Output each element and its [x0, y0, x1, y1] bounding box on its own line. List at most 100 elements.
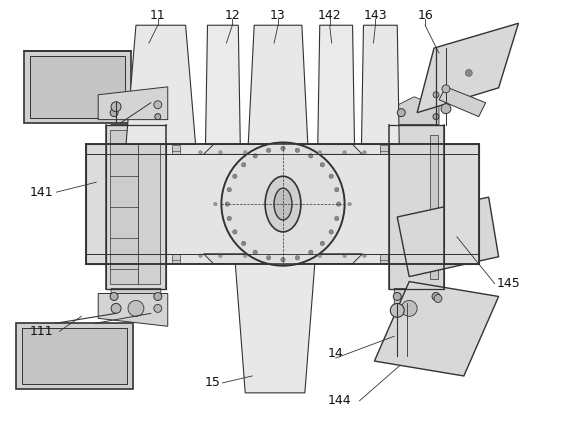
- Circle shape: [110, 292, 118, 300]
- Circle shape: [213, 202, 217, 206]
- Text: 12: 12: [225, 9, 240, 22]
- Circle shape: [154, 101, 162, 109]
- Circle shape: [243, 151, 247, 154]
- Bar: [389, 124, 444, 289]
- Polygon shape: [397, 197, 499, 276]
- Circle shape: [267, 148, 271, 152]
- Text: 111: 111: [29, 325, 53, 338]
- Text: 15: 15: [204, 376, 220, 389]
- Bar: [87, 254, 95, 260]
- Polygon shape: [126, 25, 196, 144]
- Bar: [380, 149, 388, 154]
- Circle shape: [434, 295, 442, 302]
- Circle shape: [233, 174, 237, 178]
- Circle shape: [281, 146, 285, 151]
- Circle shape: [433, 114, 439, 120]
- Bar: [380, 254, 388, 260]
- Polygon shape: [374, 282, 499, 376]
- Text: 143: 143: [363, 9, 387, 22]
- Polygon shape: [98, 293, 168, 326]
- Text: 141: 141: [29, 186, 53, 199]
- Circle shape: [128, 300, 144, 316]
- Ellipse shape: [274, 188, 292, 220]
- Polygon shape: [439, 87, 486, 117]
- Circle shape: [111, 303, 121, 313]
- Circle shape: [393, 292, 401, 300]
- Circle shape: [253, 250, 258, 254]
- Circle shape: [295, 256, 299, 260]
- Circle shape: [442, 85, 450, 93]
- Bar: [22, 328, 127, 384]
- Circle shape: [329, 230, 333, 234]
- Polygon shape: [205, 25, 241, 144]
- Bar: [87, 257, 95, 263]
- Circle shape: [397, 109, 405, 117]
- Polygon shape: [395, 97, 439, 124]
- Circle shape: [308, 250, 313, 254]
- Bar: [87, 146, 95, 152]
- Text: 16: 16: [417, 9, 433, 22]
- Bar: [171, 254, 179, 260]
- Polygon shape: [204, 254, 362, 264]
- Ellipse shape: [265, 176, 301, 232]
- Circle shape: [154, 292, 162, 300]
- Circle shape: [227, 216, 231, 221]
- Bar: [445, 149, 453, 154]
- Circle shape: [218, 151, 222, 154]
- Text: 14: 14: [328, 346, 344, 359]
- Bar: [445, 254, 453, 260]
- Polygon shape: [395, 289, 439, 316]
- Circle shape: [318, 254, 321, 257]
- Circle shape: [343, 254, 346, 257]
- Circle shape: [155, 114, 161, 120]
- Circle shape: [111, 102, 121, 112]
- Text: 144: 144: [328, 394, 351, 407]
- Circle shape: [110, 109, 118, 117]
- Polygon shape: [98, 87, 168, 120]
- Circle shape: [154, 305, 162, 312]
- Circle shape: [343, 151, 346, 154]
- Circle shape: [233, 230, 237, 234]
- Polygon shape: [318, 25, 354, 144]
- Circle shape: [363, 254, 366, 257]
- Text: 11: 11: [150, 9, 166, 22]
- Bar: [430, 134, 438, 279]
- Bar: [445, 146, 453, 152]
- Circle shape: [432, 292, 440, 300]
- Circle shape: [363, 151, 366, 154]
- Circle shape: [225, 202, 230, 206]
- Circle shape: [335, 187, 339, 192]
- Bar: [87, 149, 95, 154]
- Polygon shape: [204, 144, 362, 154]
- Circle shape: [465, 70, 472, 76]
- Circle shape: [401, 300, 417, 316]
- Polygon shape: [417, 23, 518, 113]
- Circle shape: [348, 202, 351, 206]
- Circle shape: [281, 257, 285, 262]
- Circle shape: [267, 256, 271, 260]
- Text: 13: 13: [270, 9, 286, 22]
- Circle shape: [253, 154, 258, 158]
- Circle shape: [391, 303, 404, 318]
- Bar: [86, 144, 479, 264]
- Circle shape: [227, 187, 231, 192]
- Circle shape: [318, 151, 321, 154]
- Circle shape: [242, 241, 246, 246]
- Circle shape: [320, 162, 324, 167]
- Polygon shape: [362, 25, 399, 144]
- Bar: [138, 130, 160, 283]
- Bar: [380, 257, 388, 263]
- Bar: [380, 146, 388, 152]
- Bar: [445, 257, 453, 263]
- Text: 145: 145: [496, 277, 520, 290]
- Circle shape: [335, 216, 339, 221]
- Circle shape: [199, 254, 202, 257]
- Bar: [16, 323, 133, 389]
- Circle shape: [308, 154, 313, 158]
- Polygon shape: [111, 97, 161, 124]
- Polygon shape: [111, 289, 161, 316]
- Circle shape: [329, 174, 333, 178]
- Polygon shape: [86, 144, 106, 264]
- Bar: [110, 130, 138, 283]
- Polygon shape: [248, 25, 308, 144]
